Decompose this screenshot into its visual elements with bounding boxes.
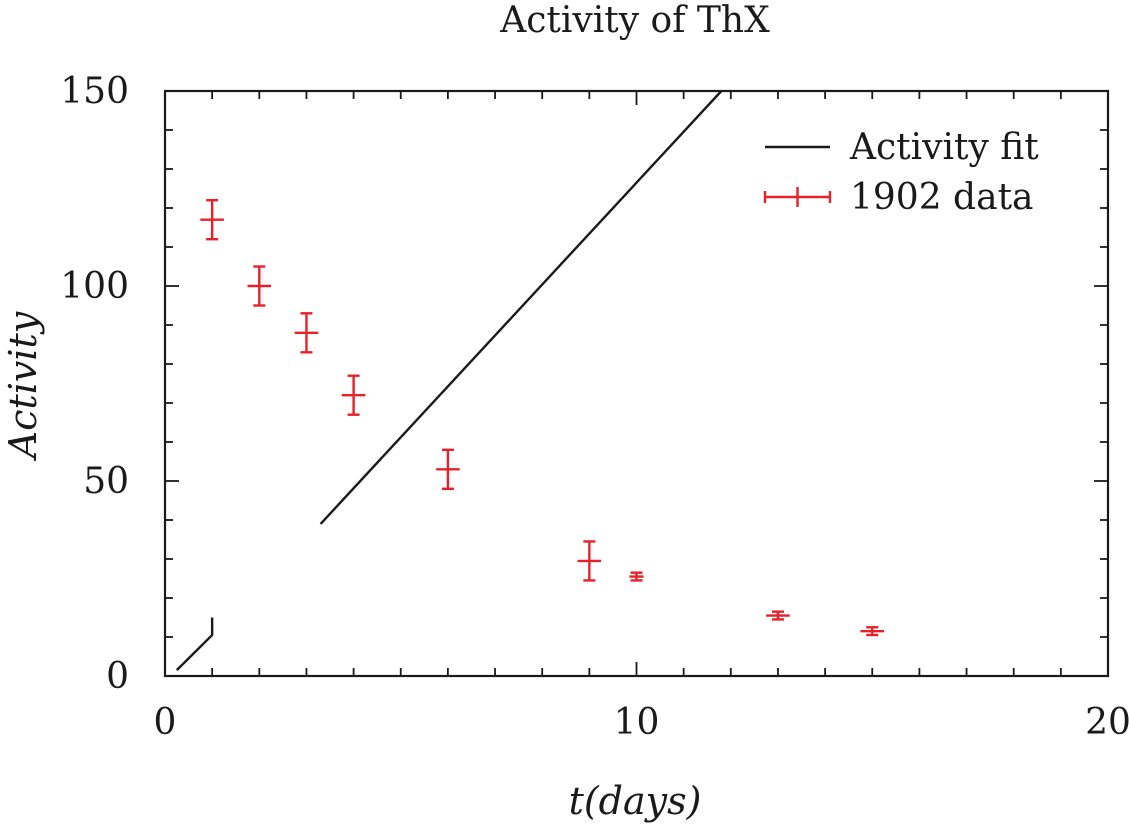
legend-data-label: 1902 data [850,177,1034,218]
y-tick-label: 100 [60,266,129,307]
y-tick-label: 0 [106,656,129,697]
chart-title: Activity of ThX [499,0,770,41]
data-point [247,265,272,307]
data-point [766,610,790,621]
y-tick-label: 150 [60,71,129,112]
x-axis-label: t(days) [569,779,702,823]
fit-line [319,90,723,525]
x-tick-label: 10 [614,702,660,743]
data-point [629,571,644,582]
data-point [436,448,460,490]
x-tick-label: 20 [1085,702,1129,743]
y-axis-label: Activity [1,311,45,461]
fit-line [175,617,214,672]
legend-fit-label: Activity fit [849,127,1039,168]
data-point [860,626,885,637]
data-point [294,312,319,354]
data-point [200,198,224,241]
data-point [577,540,602,582]
y-tick-label: 50 [83,461,129,502]
x-tick-label: 0 [154,702,177,743]
data-point [341,374,366,416]
